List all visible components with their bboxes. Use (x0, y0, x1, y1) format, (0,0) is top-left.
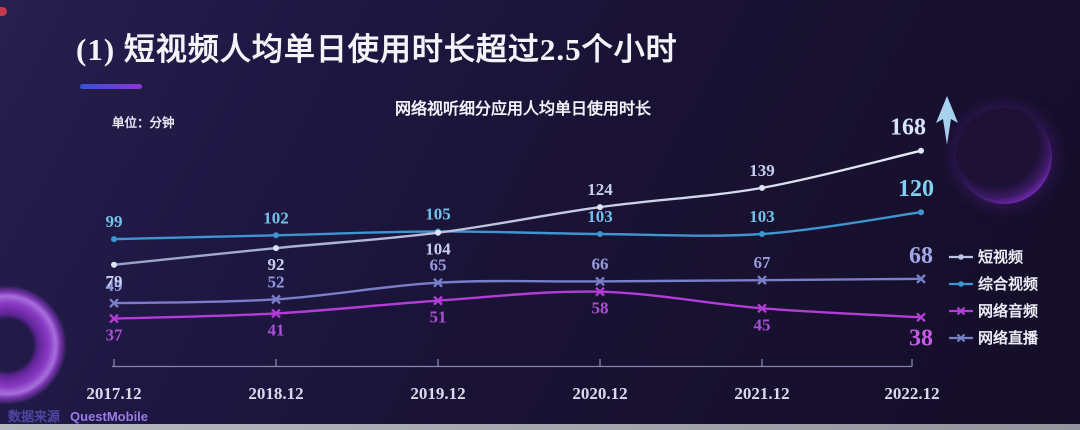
value-label: 37 (106, 326, 124, 345)
x-axis-label: 2019.12 (410, 384, 465, 403)
legend-item-2: 网络音频 (948, 301, 1038, 320)
red-dot-icon (0, 7, 7, 16)
legend-label: 短视频 (978, 249, 1024, 266)
page-title: (1) 短视频人均单日使用时长超过2.5个小时 (76, 32, 678, 67)
value-label: 120 (898, 176, 934, 202)
point-marker (433, 277, 443, 288)
value-label: 99 (106, 212, 123, 231)
legend-label: 网络直播 (978, 330, 1039, 347)
source-name: QuestMobile (70, 409, 149, 424)
series-line-0 (112, 149, 923, 266)
value-label: 92 (268, 255, 285, 274)
point-marker (273, 232, 279, 239)
value-label: 103 (749, 207, 775, 226)
point-marker (595, 286, 605, 297)
x-axis-label: 2017.12 (86, 384, 141, 403)
legend-item-1: 综合视频 (948, 274, 1038, 293)
legend-swatch-icon (949, 333, 973, 342)
value-label: 52 (268, 272, 285, 291)
point-marker (759, 184, 765, 191)
value-label: 104 (425, 240, 451, 259)
legend-swatch-icon (949, 306, 973, 315)
title-underline (80, 84, 142, 89)
value-label: 49 (106, 276, 123, 295)
unit-label: 单位：分钟 (112, 116, 175, 130)
series-line-2 (112, 290, 923, 320)
value-label: 41 (268, 320, 285, 339)
value-label: 68 (909, 243, 933, 269)
value-label: 58 (592, 299, 609, 318)
chart-legend: 短视频综合视频网络音频网络直播 (948, 247, 1038, 347)
x-axis-label: 2020.12 (572, 384, 627, 403)
point-marker (435, 229, 441, 236)
data-source: 数据来源 QuestMobile (8, 406, 148, 425)
point-marker (273, 245, 279, 252)
up-arrow-icon (936, 96, 958, 145)
series-line-3 (112, 277, 923, 305)
point-marker (918, 209, 924, 216)
value-label: 124 (587, 180, 613, 199)
value-label: 67 (754, 253, 772, 272)
legend-label: 网络音频 (978, 303, 1039, 320)
decor-sphere (956, 108, 1052, 204)
value-label: 65 (430, 256, 447, 275)
value-label: 51 (430, 308, 447, 327)
value-label: 168 (890, 115, 926, 141)
value-label: 139 (749, 161, 775, 180)
x-axis-label: 2022.12 (884, 384, 939, 403)
point-marker (595, 276, 605, 287)
value-label: 105 (425, 204, 451, 223)
point-marker (271, 294, 281, 305)
point-marker (109, 298, 119, 309)
point-marker (111, 236, 117, 243)
point-marker (597, 231, 603, 238)
legend-item-0: 短视频 (948, 247, 1038, 266)
x-axis-label: 2018.12 (248, 384, 303, 403)
point-marker (597, 204, 603, 211)
value-label: 66 (592, 254, 609, 273)
value-label: 102 (263, 208, 289, 227)
point-marker (759, 231, 765, 238)
legend-swatch-icon (949, 280, 973, 287)
chart-title: 网络视听细分应用人均单日使用时长 (394, 101, 652, 118)
point-marker (271, 308, 281, 319)
bottom-strip (0, 424, 1080, 430)
value-label: 79 (106, 272, 123, 291)
legend-swatch-icon (949, 253, 973, 260)
legend-item-3: 网络直播 (948, 328, 1038, 347)
point-marker (757, 275, 767, 285)
point-marker (916, 312, 926, 323)
x-axis-label: 2021.12 (734, 384, 789, 403)
point-marker (757, 303, 767, 314)
point-marker (916, 274, 926, 284)
source-label: 数据来源 (8, 409, 61, 424)
point-marker (433, 295, 443, 306)
value-label: 103 (587, 207, 613, 226)
point-marker (111, 261, 117, 268)
point-marker (918, 147, 924, 154)
value-label: 38 (909, 325, 933, 351)
point-marker (109, 313, 119, 324)
legend-label: 综合视频 (978, 276, 1039, 293)
series-line-1 (112, 211, 923, 241)
value-label: 45 (754, 315, 771, 334)
